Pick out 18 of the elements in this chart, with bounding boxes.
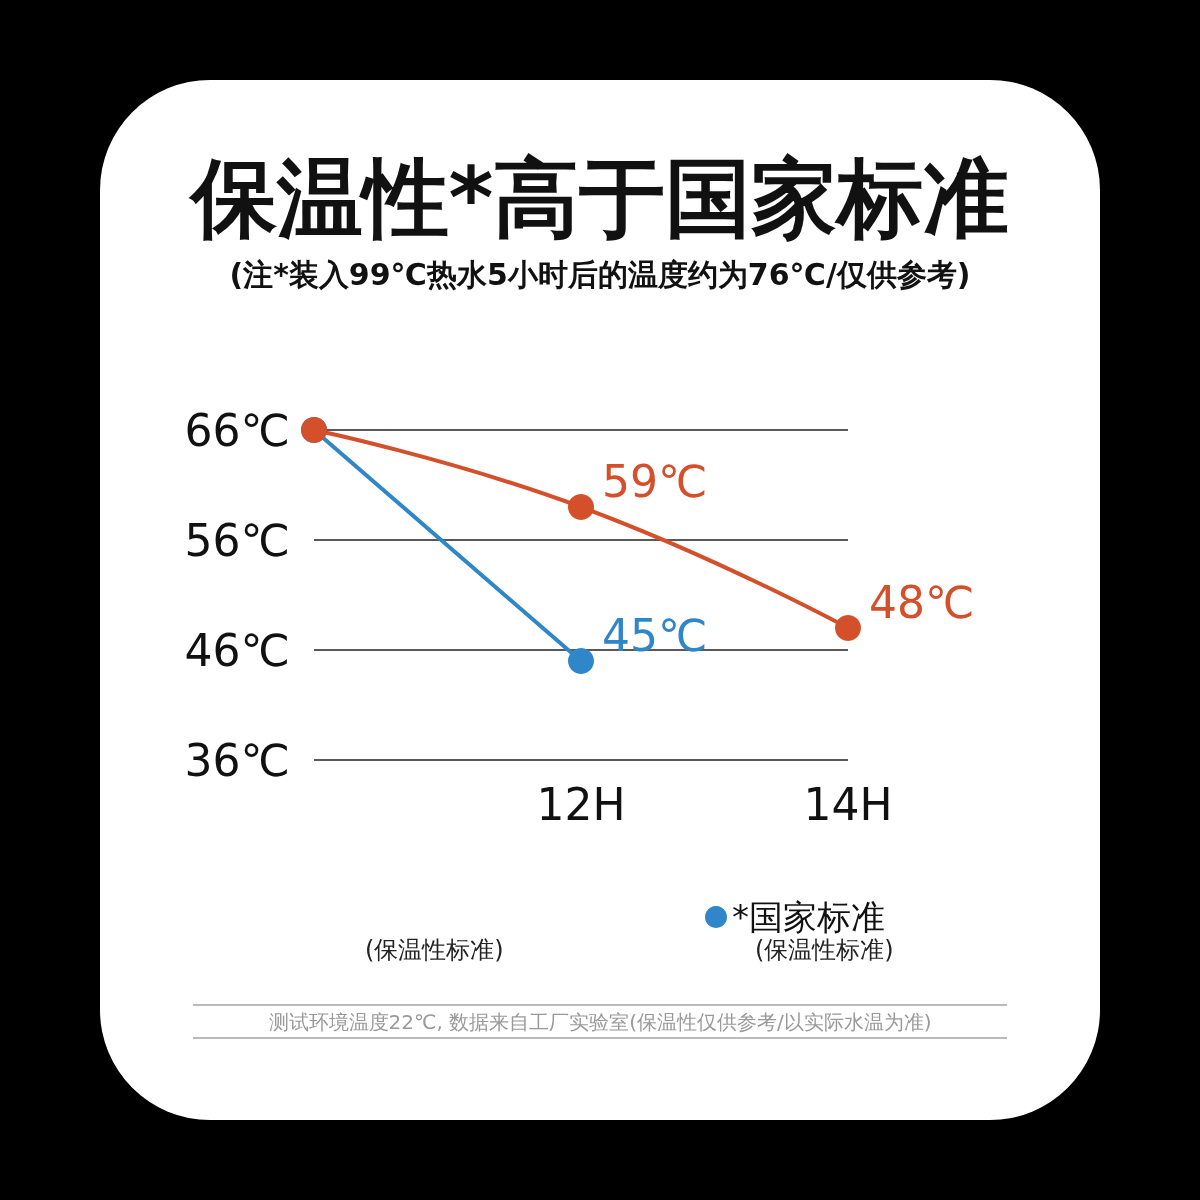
legend-label: *国家标准 [732,897,885,937]
chart-subtitle: (注*装入99℃热水5小时后的温度约为76℃/仅供参考) [229,256,971,292]
y-tick-label: 36℃ [184,734,290,786]
data-label: 45℃ [602,609,708,661]
y-tick-label: 66℃ [184,404,290,456]
y-tick-label: 56℃ [184,514,290,566]
y-tick-label: 46℃ [184,624,290,676]
text: (保温性标准) [755,936,894,964]
point [568,648,594,674]
text: (保温性标准) [365,936,504,964]
text: 测试环境温度22℃, 数据来自工厂实验室(保温性仅供参考/以实际水温为准) [268,1010,932,1034]
x-tick-label: 14H [803,778,893,830]
data-label: 48℃ [869,576,975,628]
point [568,494,594,520]
data-label: 59℃ [602,455,708,507]
chart-title: 保温性*高于国家标准 [187,148,1010,248]
x-tick-label: 12H [536,778,626,830]
point [835,615,861,641]
